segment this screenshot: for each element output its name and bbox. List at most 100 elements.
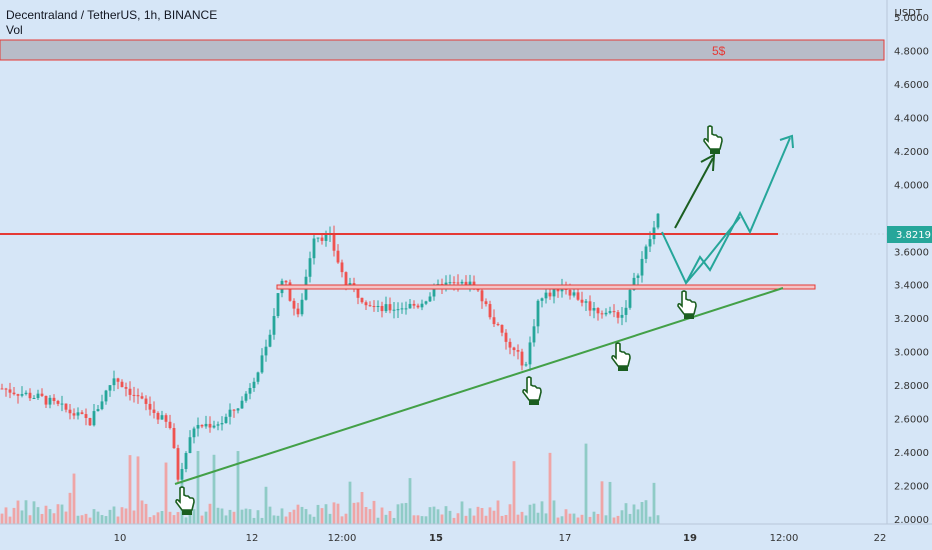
volume-bar	[148, 517, 152, 524]
candle-body	[628, 289, 632, 308]
volume-bar	[236, 451, 240, 524]
volume-bar	[496, 500, 500, 524]
candle-body	[616, 312, 620, 318]
candle-body	[68, 409, 72, 414]
volume-bar	[16, 500, 20, 524]
candle-body	[588, 301, 592, 311]
target-zone	[0, 39, 885, 61]
candle-body	[156, 412, 160, 420]
candle-body	[576, 292, 580, 300]
candle-body	[112, 378, 116, 386]
volume-indicator-label[interactable]: Vol	[6, 23, 23, 37]
symbol-title[interactable]: Decentraland / TetherUS, 1h, BINANCE	[6, 8, 218, 22]
volume-bar	[436, 509, 440, 524]
candle-body	[392, 309, 396, 311]
candle-body	[252, 381, 256, 388]
volume-bar	[460, 501, 464, 524]
volume-bar	[512, 461, 516, 524]
volume-bar	[548, 452, 552, 524]
time-tick: 19	[683, 533, 697, 544]
candle-body	[336, 250, 340, 263]
volume-bar	[36, 507, 40, 524]
volume-bar	[172, 515, 176, 524]
volume-bar	[140, 500, 144, 524]
candle-body	[400, 308, 404, 310]
candle-body	[44, 395, 48, 405]
volume-bar	[108, 509, 112, 524]
candle-body	[236, 408, 240, 411]
candle-body	[504, 332, 508, 342]
volume-bar	[440, 514, 444, 524]
volume-bar	[152, 515, 156, 524]
volume-bar	[408, 478, 412, 524]
candle-body	[460, 281, 464, 284]
projection-arrow-head	[779, 134, 794, 149]
volume-bar	[520, 511, 524, 524]
volume-bar	[308, 514, 312, 524]
volume-bar	[568, 513, 572, 524]
candle-body	[416, 305, 420, 308]
candle-body	[376, 305, 380, 307]
volume-bar	[416, 515, 420, 524]
price-tick: 3.4000	[894, 281, 929, 292]
volume-bar	[516, 514, 520, 524]
candle-body	[96, 409, 100, 412]
volume-bar	[264, 486, 268, 524]
volume-bar	[524, 515, 528, 524]
price-tick: 4.6000	[894, 80, 929, 91]
candle-body	[636, 275, 640, 278]
candle-body	[544, 292, 548, 299]
time-axis[interactable]: 10 12 12:00 15 17 19 12:00 22	[114, 533, 887, 544]
candle-body	[312, 238, 316, 259]
volume-bar	[396, 504, 400, 524]
candle-body	[104, 390, 108, 402]
volume-bar	[336, 503, 340, 524]
candle-body	[528, 342, 532, 365]
candle-body	[224, 416, 228, 424]
volume-bar	[564, 509, 568, 524]
volume-bar	[616, 515, 620, 524]
volume-bar	[8, 516, 12, 524]
price-tick: 5.0000	[894, 13, 929, 24]
volume-bar	[452, 517, 456, 524]
volume-bar	[188, 508, 192, 524]
hand-pointer-icon	[522, 376, 542, 405]
candle-body	[512, 347, 516, 351]
volume-bar	[356, 502, 360, 524]
price-axis[interactable]: 5.0000 4.8000 4.6000 4.4000 4.2000 4.0000 3.60…	[894, 13, 929, 526]
candle-body	[408, 303, 412, 309]
volume-bar	[632, 504, 636, 524]
volume-bar	[44, 505, 48, 524]
candle-body	[48, 397, 52, 405]
volume-bar	[620, 510, 624, 524]
candle-body	[216, 424, 220, 426]
candle-body	[140, 396, 144, 399]
volume-bar	[376, 517, 380, 524]
volume-bar	[468, 508, 472, 524]
volume-bar	[464, 515, 468, 524]
volume-bar	[284, 516, 288, 524]
volume-bar	[252, 517, 256, 524]
volume-bar	[536, 512, 540, 524]
candle-body	[24, 392, 28, 395]
price-tick: 4.0000	[894, 180, 929, 191]
volume-bar	[244, 508, 248, 524]
currency-unit[interactable]: USDT	[894, 8, 922, 19]
candle-body	[384, 304, 388, 312]
support-zone	[276, 284, 816, 290]
candle-body	[548, 292, 552, 297]
volume-bar	[232, 511, 236, 524]
volume-bar	[208, 503, 212, 524]
price-tick: 2.8000	[894, 381, 929, 392]
candle-body	[540, 298, 544, 301]
candle-body	[100, 401, 104, 410]
volume-bar	[444, 506, 448, 524]
candle-body	[72, 413, 76, 416]
candle-body	[56, 400, 60, 404]
volume-bar	[204, 511, 208, 524]
candle-body	[200, 424, 204, 427]
volume-bar	[628, 513, 632, 524]
candle-body	[452, 282, 456, 284]
candle-body	[260, 355, 264, 373]
